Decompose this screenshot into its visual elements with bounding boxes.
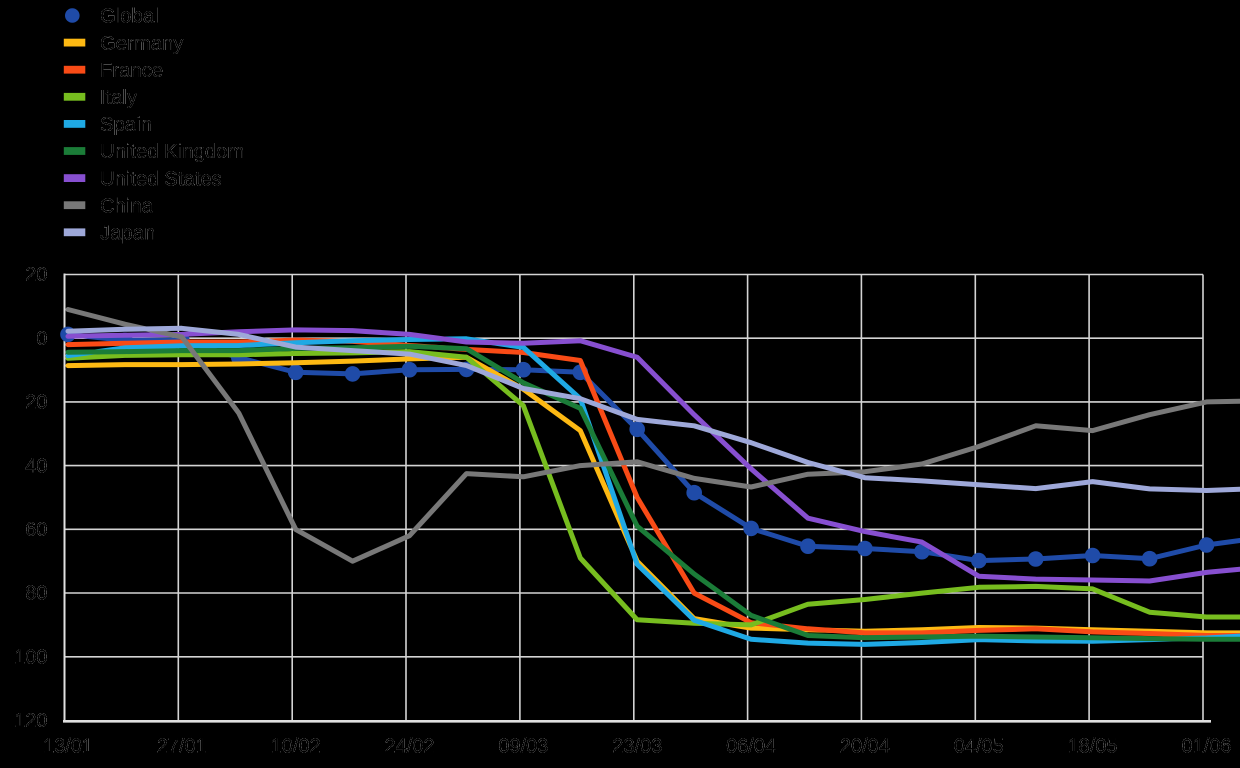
svg-text:23/03: 23/03 [612,736,662,758]
svg-text:18/05: 18/05 [1068,736,1118,758]
svg-text:80: 80 [25,583,47,605]
svg-text:120: 120 [14,710,47,732]
svg-text:01/06: 01/06 [1181,736,1231,758]
svg-text:France: France [100,60,163,82]
svg-text:Italy: Italy [100,87,138,109]
svg-text:United Kingdom: United Kingdom [100,141,244,163]
svg-text:20/04: 20/04 [840,736,890,758]
svg-text:Germany: Germany [100,33,184,55]
svg-text:06/04: 06/04 [726,736,776,758]
svg-text:Japan: Japan [100,223,155,245]
svg-text:24/02: 24/02 [384,736,434,758]
svg-text:China: China [100,195,154,217]
svg-text:0: 0 [36,328,47,350]
svg-text:100: 100 [14,647,47,669]
svg-text:09/03: 09/03 [498,736,548,758]
svg-text:20: 20 [25,392,47,414]
svg-text:United States: United States [100,168,222,190]
svg-text:27/01: 27/01 [157,736,207,758]
svg-text:40: 40 [25,455,47,477]
svg-text:Global: Global [100,6,159,28]
svg-text:13/01: 13/01 [43,736,93,758]
svg-text:60: 60 [25,519,47,541]
svg-text:04/05: 04/05 [954,736,1004,758]
svg-text:20: 20 [25,264,47,286]
svg-text:10/02: 10/02 [271,736,321,758]
svg-text:Spain: Spain [100,114,152,136]
